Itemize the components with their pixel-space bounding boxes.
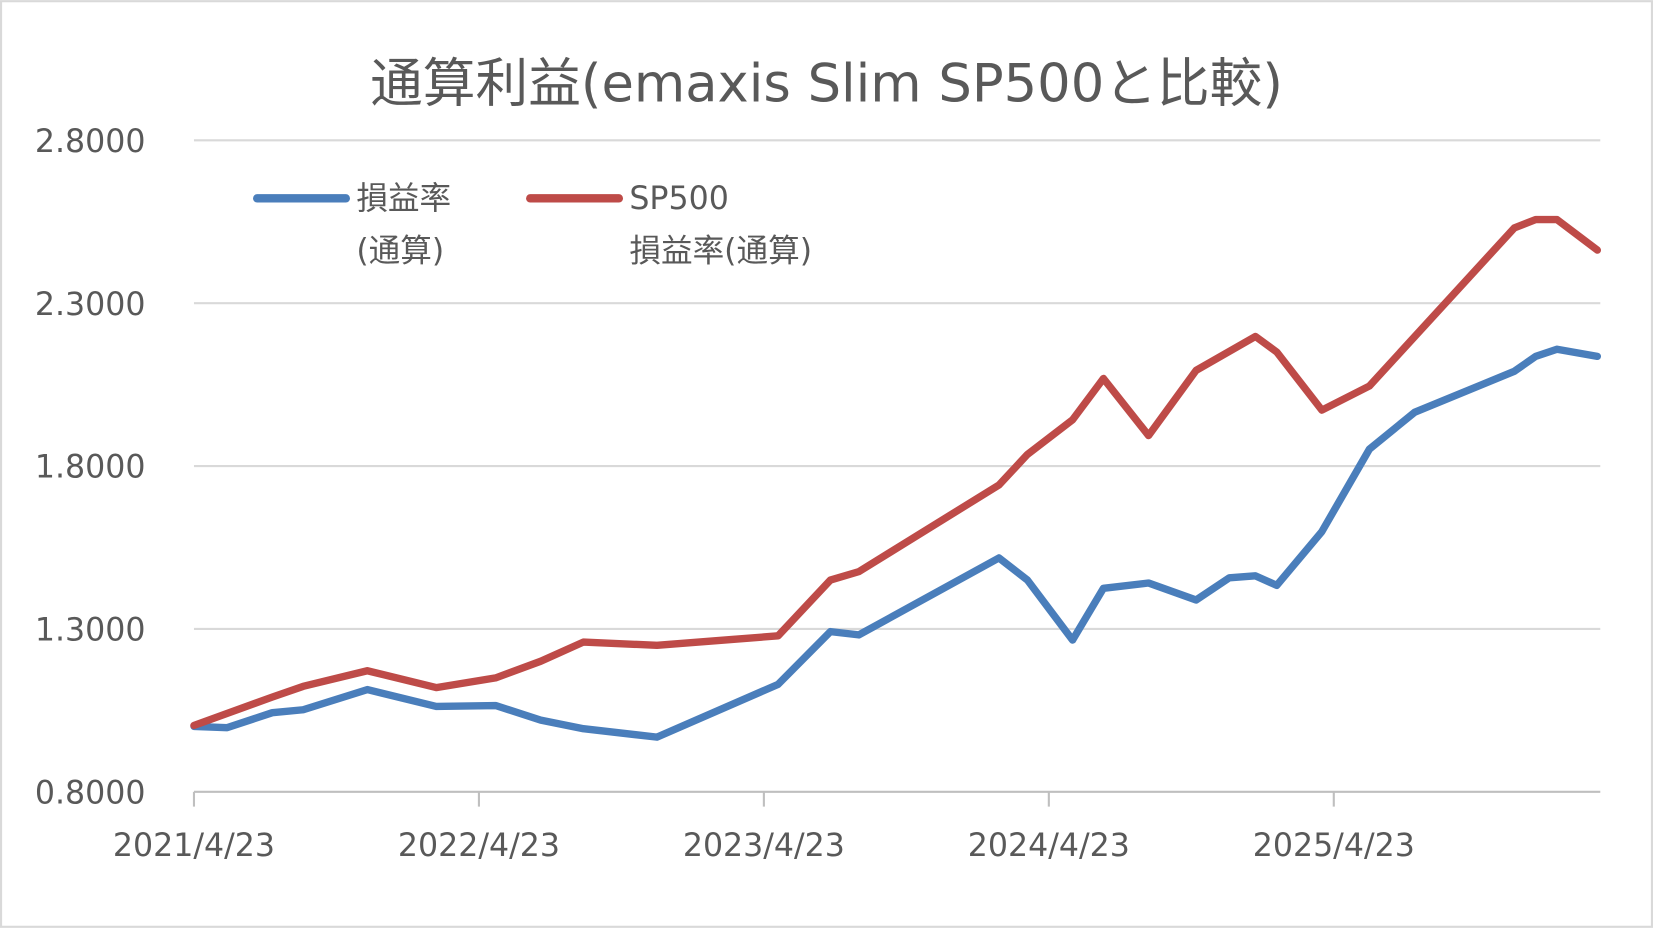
x-axis-ticks: 2021/4/23 2022/4/23 2023/4/23 2024/4/23 2025… <box>113 791 1415 864</box>
x-tick-label: 2025/4/23 <box>1253 828 1415 864</box>
x-tick-label: 2023/4/23 <box>683 828 845 864</box>
x-tick-label: 2022/4/23 <box>398 828 560 864</box>
x-tick-label: 2024/4/23 <box>968 828 1130 864</box>
series-line-1 <box>190 345 1602 741</box>
y-tick-label: 0.8000 <box>35 775 146 811</box>
chart-title: 通算利益(emaxis Slim SP500と比較) <box>370 53 1283 114</box>
series-lines <box>190 215 1602 741</box>
legend: 損益率 (通算) SP500 損益率(通算) <box>253 181 812 270</box>
series-line-2 <box>190 215 1602 730</box>
y-tick-label: 1.3000 <box>35 613 146 649</box>
y-tick-label: 2.3000 <box>35 287 146 323</box>
legend-label-series-1-line-2: (通算) <box>356 234 444 270</box>
y-tick-label: 1.8000 <box>35 450 146 486</box>
y-tick-label: 2.8000 <box>35 124 146 160</box>
legend-label-series-2-line-1: SP500 <box>629 181 728 217</box>
legend-label-series-2-line-2: 損益率(通算) <box>629 234 812 270</box>
y-axis-ticks: 0.8000 1.3000 1.8000 2.3000 2.8000 <box>35 124 146 812</box>
gridlines <box>193 139 1601 793</box>
legend-label-series-1-line-1: 損益率 <box>356 181 451 217</box>
x-tick-label: 2021/4/23 <box>113 828 275 864</box>
